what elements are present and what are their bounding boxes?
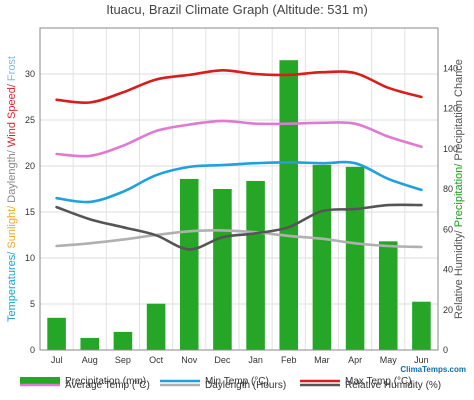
x-tick-label: Aug [82,355,98,365]
left-tick-label: 30 [25,69,35,79]
x-tick-label: Apr [348,355,362,365]
left-tick-label: 10 [25,253,35,263]
legend-swatch-bar [20,377,60,385]
axis-label-part: Daylength/ [6,147,18,203]
x-tick-label: Feb [281,355,297,365]
x-tick-label: Nov [181,355,198,365]
left-axis-label: Temperatures/ Sunlight/ Daylength/ Wind … [6,56,18,322]
axis-label-part: Frost [6,56,18,81]
precipitation-bar-jun [412,301,431,350]
right-tick-label: 40 [443,265,453,275]
precipitation-bar-feb [279,60,299,350]
brand-link[interactable]: ClimaTemps.com [400,365,466,374]
x-tick-label: Dec [214,355,231,365]
right-tick-label: 20 [443,305,453,315]
precipitation-bar-jul [47,317,66,350]
right-tick-label: 120 [443,104,458,114]
x-tick-label: Jan [248,355,263,365]
legend-label: Relative Humidity (%) [345,380,441,391]
grid-lines [40,28,438,351]
x-tick-label: Sep [115,355,131,365]
left-tick-label: 25 [25,115,35,125]
series-lines [55,68,423,251]
x-tick-label: May [380,355,398,365]
axis-label-part: Sunlight/ [6,203,18,249]
precipitation-bar-jan [246,180,265,350]
line-daylength-hours [55,229,423,249]
precipitation-bar-apr [345,166,365,350]
right-tick-label: 0 [443,345,448,355]
left-tick-label: 15 [25,207,35,217]
axis-label-part: Precipitation Chance [453,59,465,161]
right-axis-ticks: 0 20 40 60 80 100 120 140 [443,63,458,355]
precipitation-bar-may [378,241,398,350]
line-max-temp-c [55,68,423,105]
axis-label-part: Wind Speed/ [6,81,18,147]
left-tick-label: 5 [30,299,35,309]
axis-label-part: Precipitation/ [453,161,465,228]
chart-legend: Precipitation (mm) Min Temp (°C) Max Temp … [20,376,441,391]
right-tick-label: 140 [443,63,458,73]
left-axis-ticks: 0 5 10 15 20 25 30 [25,69,35,355]
precipitation-bars [47,60,431,350]
legend-label: Average Temp (°C) [65,380,150,391]
axis-label-part: Temperatures/ [6,249,18,322]
legend-label: Precipitation (mm) [65,376,146,387]
line-relative-humidity [55,203,423,251]
line-min-temp-c [55,160,423,204]
right-tick-label: 60 [443,224,453,234]
precipitation-bar-dec [213,189,232,350]
precipitation-bar-sep [113,331,133,350]
precipitation-bar-oct [146,303,166,350]
legend-label: Max Temp (°C) [345,376,412,387]
x-tick-label: Jul [51,355,63,365]
line-average-temp-c [55,119,423,158]
legend-label: Daylength (Hours) [205,380,286,391]
right-tick-label: 100 [443,144,458,154]
precipitation-bar-aug [80,337,100,350]
precipitation-bar-mar [312,164,332,350]
left-tick-label: 0 [30,345,35,355]
right-axis-label: Relative Humidity/ Precipitation/ Precip… [453,59,465,319]
x-tick-label: Oct [149,355,164,365]
chart-title: Ituacu, Brazil Climate Graph (Altitude: … [106,2,368,17]
left-tick-label: 20 [25,161,35,171]
x-axis-ticks: Jul Aug Sep Oct Nov Dec Jan Feb Mar Apr May Jun [51,355,429,365]
plot-frame [39,27,439,351]
x-tick-label: Mar [314,355,330,365]
axis-label-part: Relative Humidity/ [453,227,465,319]
x-tick-label: Jun [414,355,429,365]
precipitation-bar-nov [179,178,199,350]
legend-label: Min Temp (°C) [205,376,269,387]
right-tick-label: 80 [443,184,453,194]
